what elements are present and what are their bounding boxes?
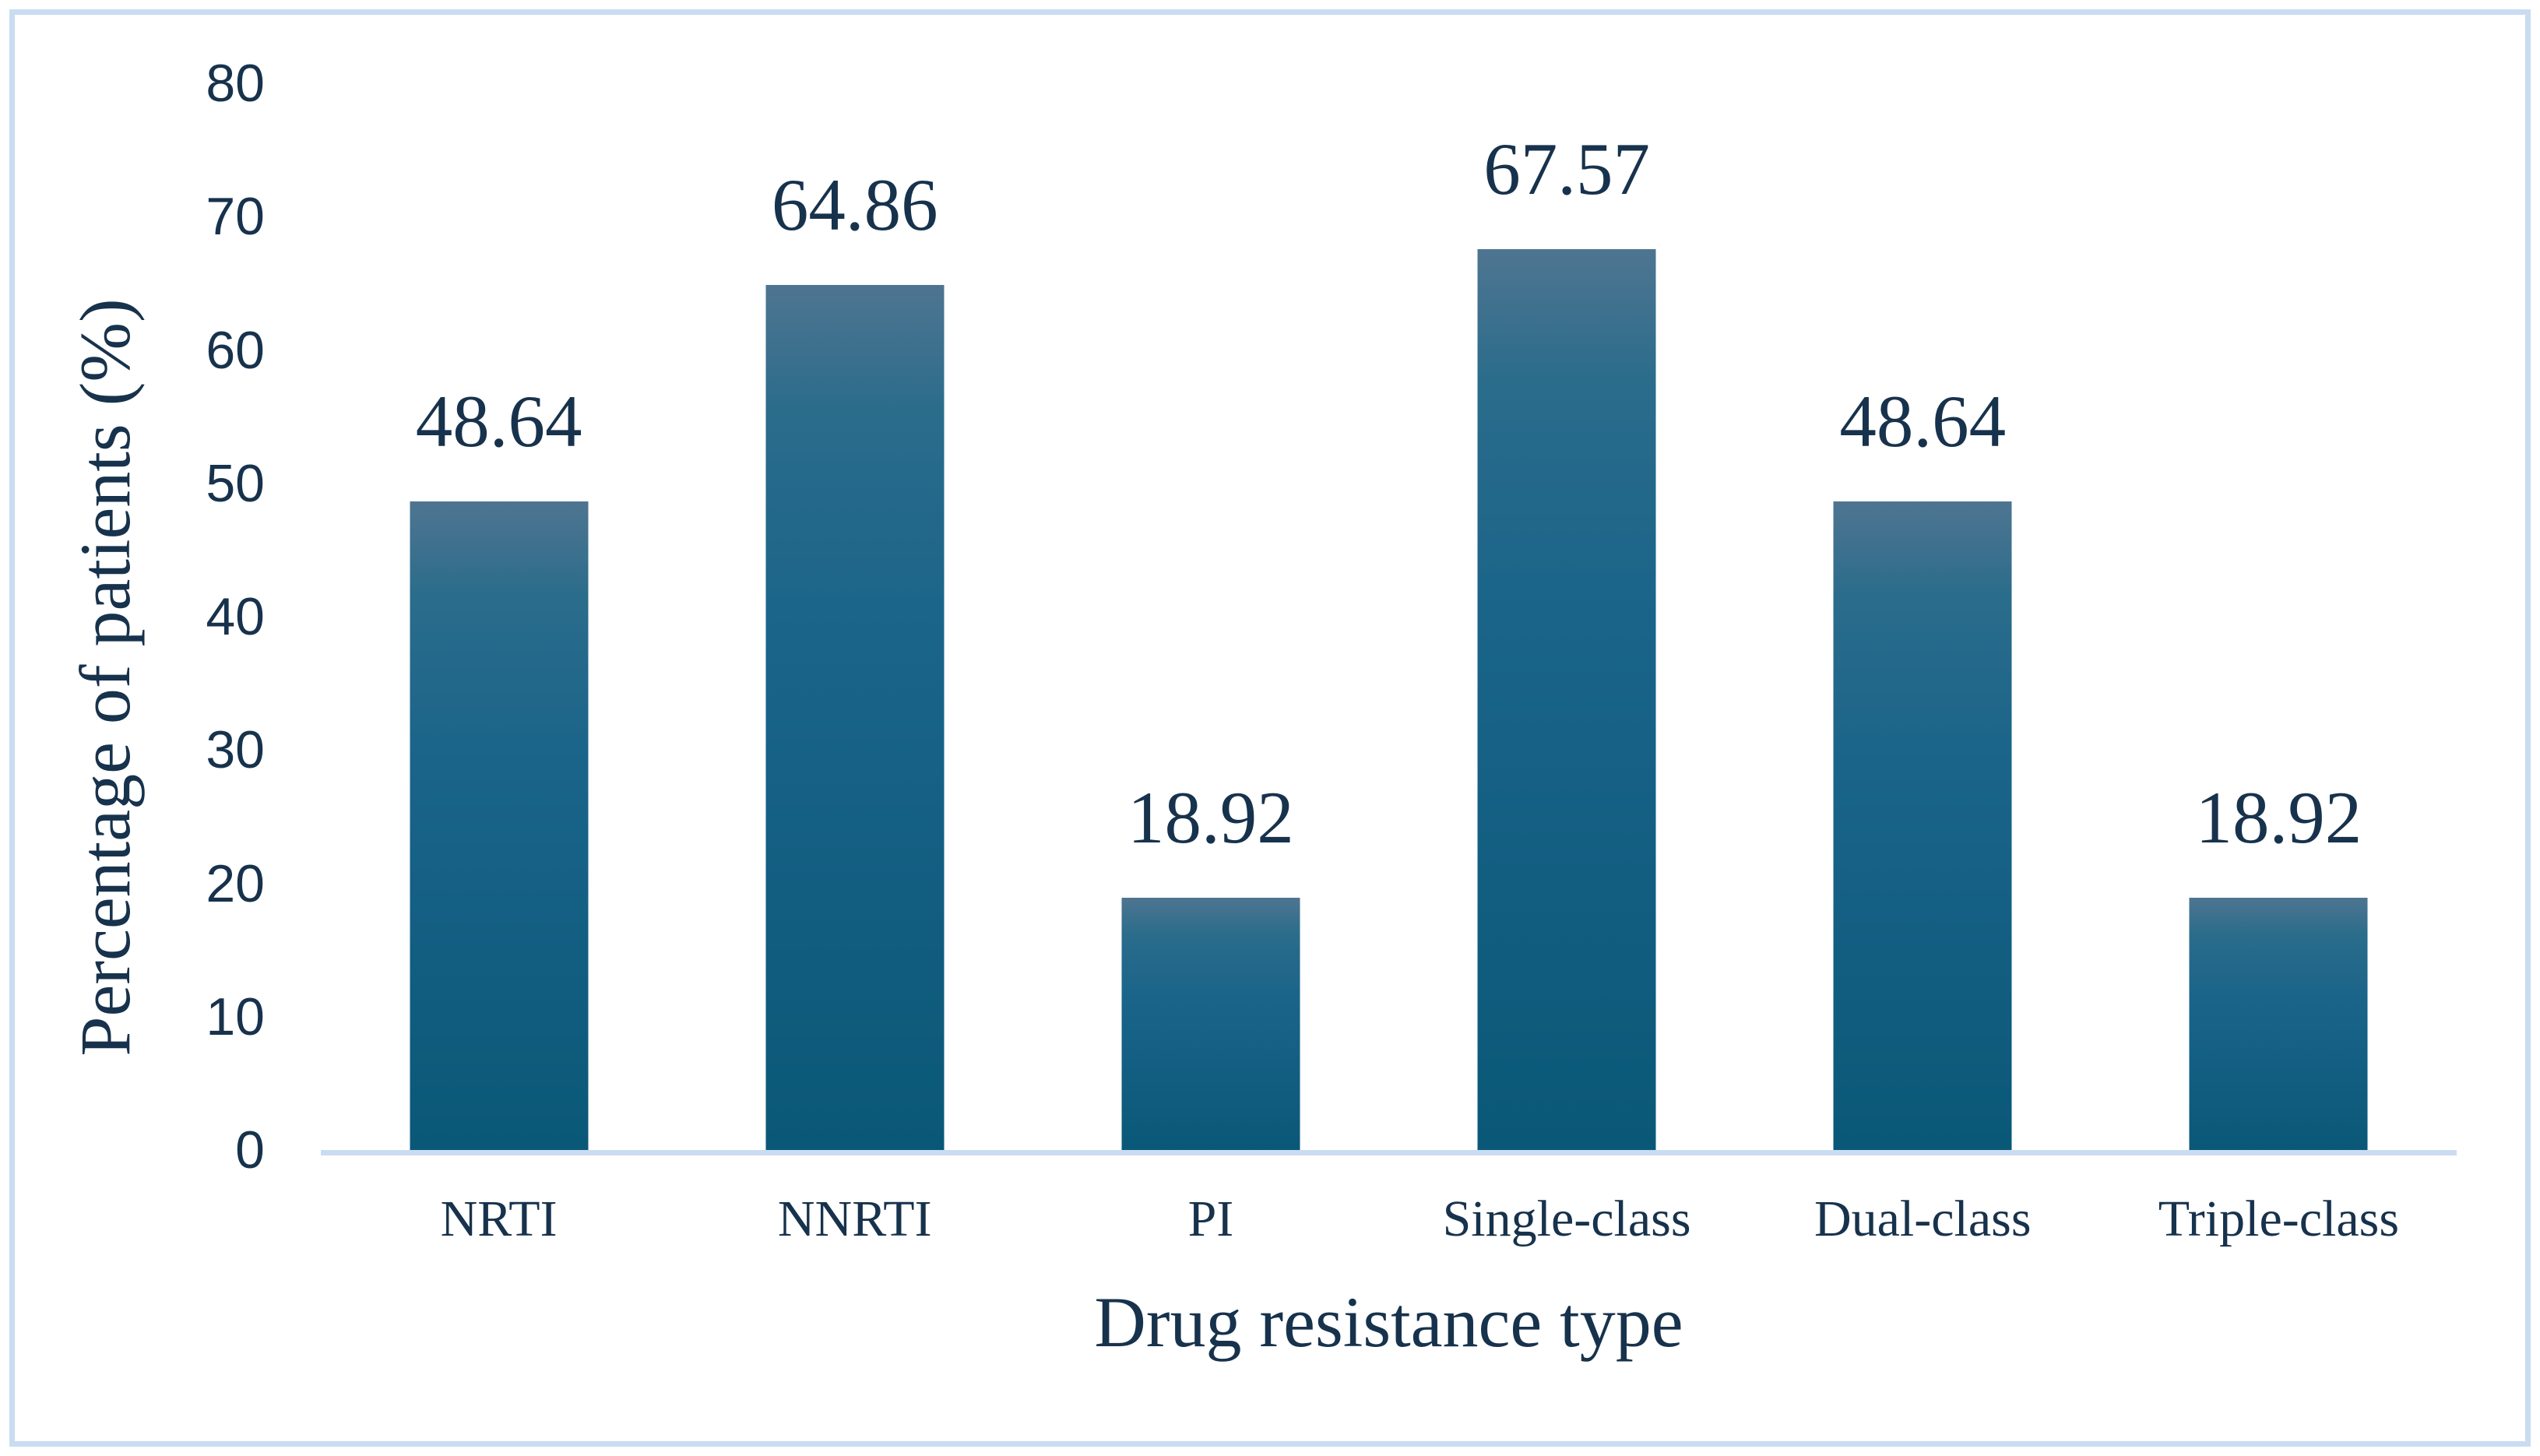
category-label-PI: PI (1187, 1190, 1234, 1247)
bar-slot: 18.92 (1033, 83, 1388, 1150)
y-tick-label: 70 (206, 187, 265, 247)
y-tick-label: 30 (206, 720, 265, 780)
category-label-Single-class: Single-class (1442, 1190, 1691, 1247)
bar-slot: 67.57 (1389, 83, 1745, 1150)
bar-PI (1121, 898, 1300, 1150)
bar-value-label: 18.92 (1128, 776, 1294, 859)
x-axis-line (321, 1150, 2457, 1155)
bar-value-label: 18.92 (2195, 776, 2362, 859)
x-axis-title: Drug resistance type (1094, 1282, 1683, 1362)
bar-slot: 18.92 (2101, 83, 2457, 1150)
bar-NNRTI (765, 285, 945, 1150)
y-tick-label: 60 (206, 320, 265, 380)
bar-Dual-class (1833, 501, 2012, 1150)
y-tick-label: 40 (206, 587, 265, 646)
bar-value-label: 67.57 (1483, 127, 1650, 210)
bar-value-label: 48.64 (1839, 380, 2007, 463)
category-label-Triple-class: Triple-class (2158, 1190, 2400, 1247)
y-tick-label: 0 (235, 1120, 265, 1180)
y-tick-label: 20 (206, 853, 265, 913)
category-label-NRTI: NRTI (440, 1190, 558, 1247)
bar-slot: 64.86 (677, 83, 1033, 1150)
y-tick-label: 80 (206, 54, 265, 113)
bar-Single-class (1477, 248, 1656, 1150)
bar-NRTI (410, 501, 589, 1150)
plot-area: 48.64 64.86 18.92 67.57 48.64 18.92 (321, 83, 2457, 1150)
bar-slot: 48.64 (321, 83, 677, 1150)
bar-value-label: 64.86 (771, 164, 938, 247)
bar-Triple-class (2189, 898, 2368, 1150)
category-label-NNRTI: NNRTI (777, 1190, 932, 1247)
y-tick-label: 10 (206, 986, 265, 1046)
bar-value-label: 48.64 (415, 380, 582, 463)
bar-slot: 48.64 (1745, 83, 2101, 1150)
y-tick-label: 50 (206, 453, 265, 513)
category-label-Dual-class: Dual-class (1814, 1190, 2032, 1247)
